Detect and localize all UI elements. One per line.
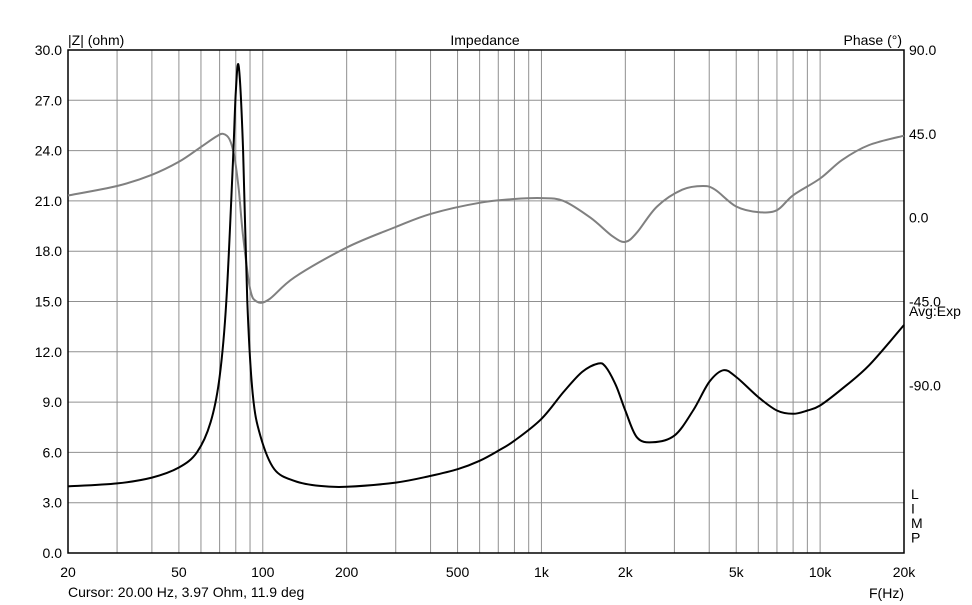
plot-frame: [67, 49, 905, 554]
y-left-tick-label: 24.0: [35, 143, 62, 159]
limp-letter: I: [911, 501, 915, 517]
phase-series-line: [67, 132, 905, 304]
limp-letter: L: [911, 486, 919, 502]
y-right-tick-label: 45.0: [909, 126, 936, 142]
y-left-tick-label: 3.0: [43, 495, 63, 511]
grid: [68, 50, 904, 553]
x-tick-label: 20: [60, 564, 76, 580]
x-axis-label: F(Hz): [869, 585, 904, 601]
y-right-tick-label: -45.0: [909, 294, 941, 310]
x-tick-label: 1k: [534, 564, 550, 580]
y-left-axis-label: |Z| (ohm): [68, 32, 124, 48]
y-left-tick-label: 12.0: [35, 344, 62, 360]
x-tick-label: 5k: [729, 564, 745, 580]
cursor-readout: Cursor: 20.00 Hz, 3.97 Ohm, 11.9 deg: [68, 584, 305, 600]
avg-exp-label: Avg:Exp: [909, 303, 961, 319]
y-left-tick-label: 15.0: [35, 294, 62, 310]
y-left-tick-label: 21.0: [35, 193, 62, 209]
x-tick-label: 100: [251, 564, 275, 580]
y-right-tick-label: 0.0: [909, 210, 929, 226]
y-left-tick-label: 27.0: [35, 92, 62, 108]
y-right-tick-label: 90.0: [909, 42, 936, 58]
limp-letter: M: [911, 515, 923, 531]
limp-letter: P: [911, 530, 920, 546]
x-tick-label: 20k: [893, 564, 917, 580]
impedance-series-line: [67, 63, 905, 489]
y-left-tick-labels: 0.0 3.0 6.0 9.0 12.0 15.0 18.0 21.0 24.0 27.0 30.0: [35, 42, 62, 561]
y-right-axis-label: Phase (°): [843, 32, 902, 48]
y-left-tick-label: 0.0: [43, 545, 63, 561]
x-tick-labels: 20 50 100 200 500 1k 2k 5k 10k 20k: [60, 564, 916, 580]
y-left-tick-label: 30.0: [35, 42, 62, 58]
y-left-tick-label: 18.0: [35, 243, 62, 259]
x-tick-label: 10k: [809, 564, 833, 580]
series-group: [67, 63, 905, 489]
x-tick-label: 2k: [618, 564, 634, 580]
y-right-tick-label: -90.0: [909, 377, 941, 393]
y-right-tick-labels: 90.0 45.0 0.0 -45.0 -90.0: [909, 42, 941, 393]
x-tick-label: 200: [335, 564, 359, 580]
x-tick-label: 50: [171, 564, 187, 580]
x-tick-label: 500: [446, 564, 470, 580]
chart-title: Impedance: [450, 32, 519, 48]
y-left-tick-label: 9.0: [43, 394, 63, 410]
y-left-tick-label: 6.0: [43, 444, 63, 460]
